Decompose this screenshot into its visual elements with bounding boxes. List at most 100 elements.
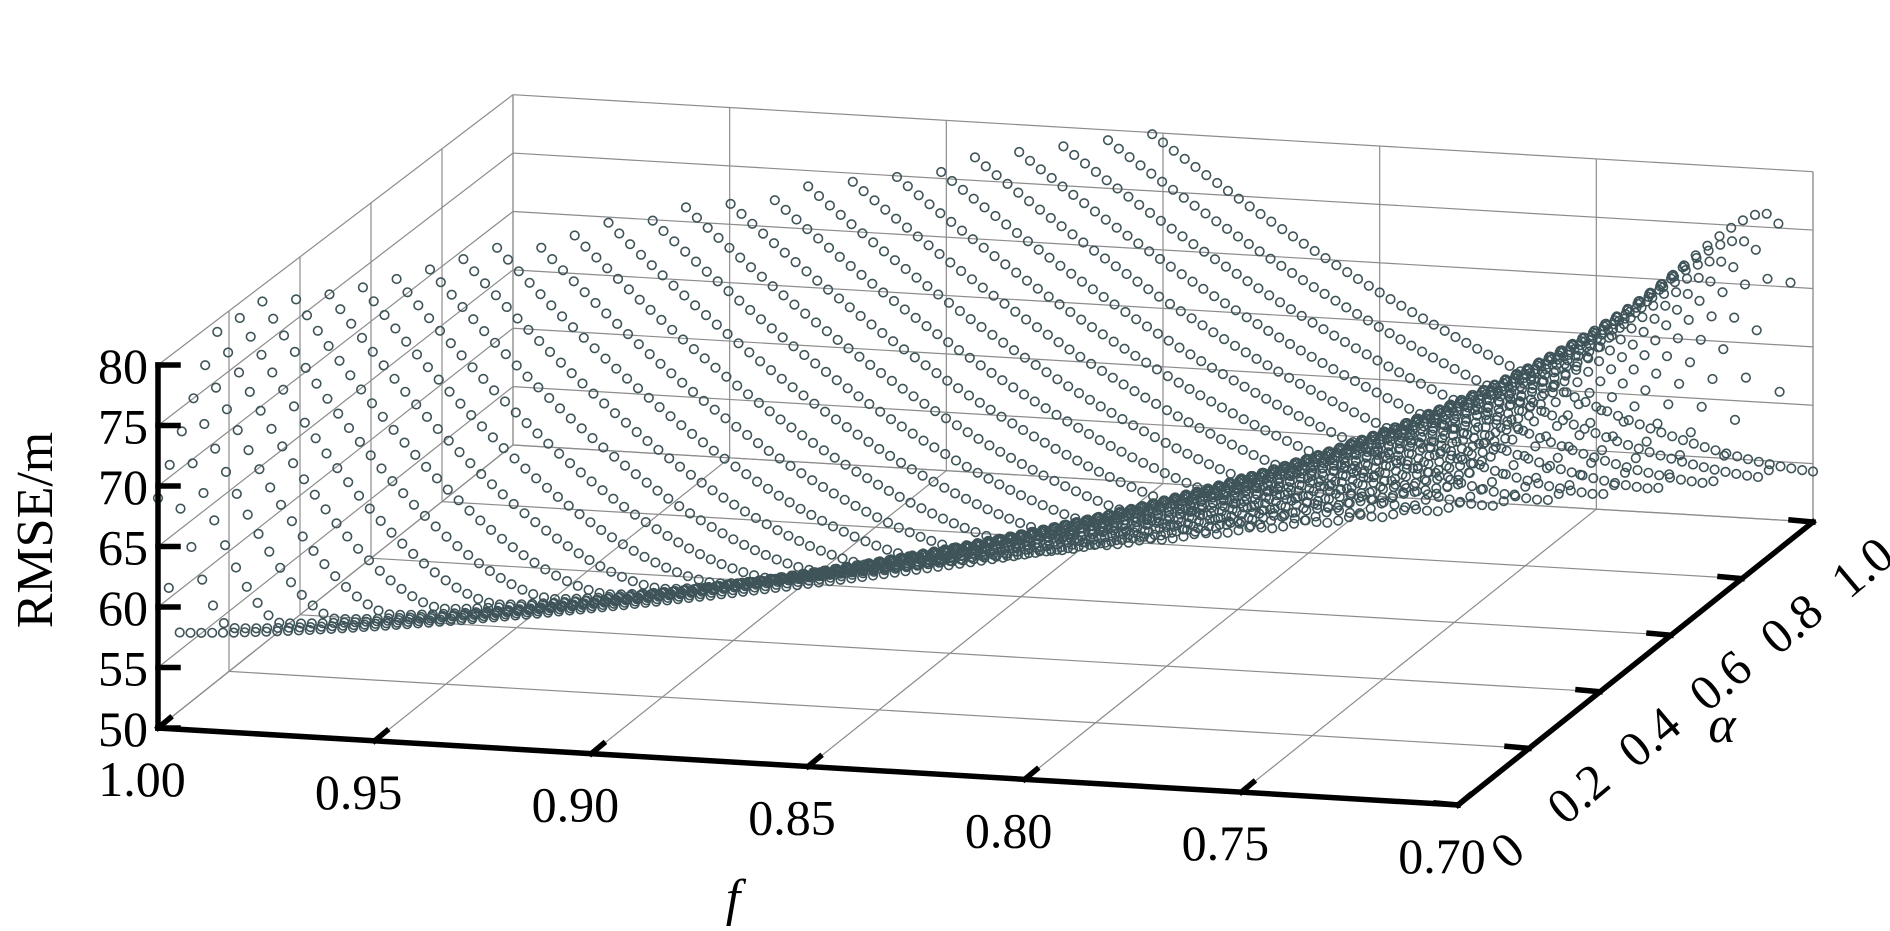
data-point [1584, 346, 1595, 357]
data-point [950, 455, 962, 466]
data-point [842, 383, 853, 394]
data-point [748, 585, 759, 596]
data-point [1237, 444, 1248, 456]
data-point [1443, 502, 1454, 513]
data-point [1541, 463, 1553, 474]
data-point [1482, 407, 1493, 418]
data-point [1050, 443, 1061, 455]
data-point [757, 228, 769, 239]
data-point [1408, 420, 1419, 431]
data-point [1296, 468, 1307, 479]
data-point [486, 524, 497, 536]
data-point [872, 512, 883, 523]
data-point [1076, 526, 1087, 538]
data-point [1404, 373, 1416, 384]
data-point [1655, 450, 1666, 461]
data-point [976, 555, 987, 566]
data-point [1472, 404, 1483, 415]
data-point [802, 224, 813, 235]
data-point [821, 326, 833, 337]
data-point [1260, 492, 1272, 503]
data-point [1194, 510, 1206, 521]
data-point [362, 599, 373, 610]
data-point [759, 584, 770, 595]
data-point [1535, 399, 1546, 410]
data-point [1178, 192, 1189, 203]
data-point [1407, 424, 1418, 435]
data-point [976, 321, 987, 333]
data-point [550, 570, 562, 581]
data-point [1165, 261, 1176, 272]
data-point [737, 586, 749, 597]
data-point [1060, 481, 1071, 492]
data-point [989, 251, 1000, 262]
data-point [1206, 502, 1217, 513]
data-point [937, 513, 949, 524]
data-point [970, 526, 981, 538]
data-point [1282, 487, 1293, 499]
data-point [1163, 335, 1174, 346]
data-point [1195, 390, 1206, 401]
data-point [596, 524, 607, 536]
data-point [1441, 409, 1452, 420]
data-point [954, 558, 965, 569]
data-point [1559, 376, 1570, 387]
data-point [965, 557, 976, 568]
data-point [241, 581, 252, 592]
data-point [1731, 468, 1742, 480]
data-point [254, 464, 265, 475]
data-point [301, 310, 313, 321]
data-point [1283, 372, 1295, 383]
data-point [1092, 495, 1103, 507]
data-point [731, 421, 742, 432]
data-point [935, 208, 946, 219]
data-point [1475, 484, 1487, 495]
data-point [985, 404, 996, 415]
data-point [1238, 414, 1249, 425]
data-point [1137, 486, 1148, 497]
data-point [1209, 254, 1221, 265]
data-point [1484, 395, 1495, 406]
data-point [979, 202, 990, 213]
data-point [1453, 401, 1464, 412]
data-point [1128, 420, 1139, 431]
data-point [1492, 411, 1503, 422]
data-point [1269, 503, 1280, 514]
data-point [586, 603, 597, 614]
data-point [1216, 402, 1228, 413]
data-point [1217, 500, 1228, 511]
data-point [1488, 486, 1499, 497]
data-point [1001, 219, 1012, 230]
data-point [502, 254, 514, 265]
data-point [1729, 312, 1740, 323]
data-point [1305, 384, 1316, 395]
data-point [984, 440, 995, 451]
data-point [562, 541, 573, 552]
data-point [200, 360, 211, 371]
data-point [1154, 253, 1166, 265]
data-point [1153, 291, 1165, 302]
data-point [1019, 549, 1030, 560]
data-point [674, 501, 685, 512]
data-point [1305, 477, 1316, 488]
data-point [1706, 311, 1717, 322]
data-point [1022, 236, 1034, 247]
data-point [1638, 326, 1649, 338]
data-point [1750, 244, 1761, 255]
data-point [1721, 448, 1732, 459]
f-tick-label: 0.95 [315, 764, 403, 820]
data-point [1630, 453, 1641, 464]
data-point [1451, 411, 1462, 422]
data-point [1172, 520, 1183, 531]
alpha-tick-label: 1.0 [1820, 525, 1890, 608]
data-point [886, 375, 898, 387]
data-point [1387, 490, 1399, 501]
data-point [1318, 324, 1329, 335]
data-point [323, 340, 334, 352]
data-point [1024, 155, 1036, 166]
data-point [1128, 527, 1139, 538]
data-point [387, 476, 398, 487]
data-point [1126, 481, 1137, 493]
data-point [779, 247, 790, 258]
data-point [333, 408, 344, 419]
